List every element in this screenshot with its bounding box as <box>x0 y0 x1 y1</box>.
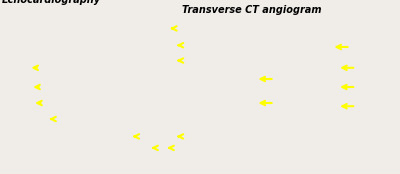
Text: Transverse CT angiogram: Transverse CT angiogram <box>182 5 322 15</box>
Text: Echocardiography: Echocardiography <box>2 0 100 5</box>
